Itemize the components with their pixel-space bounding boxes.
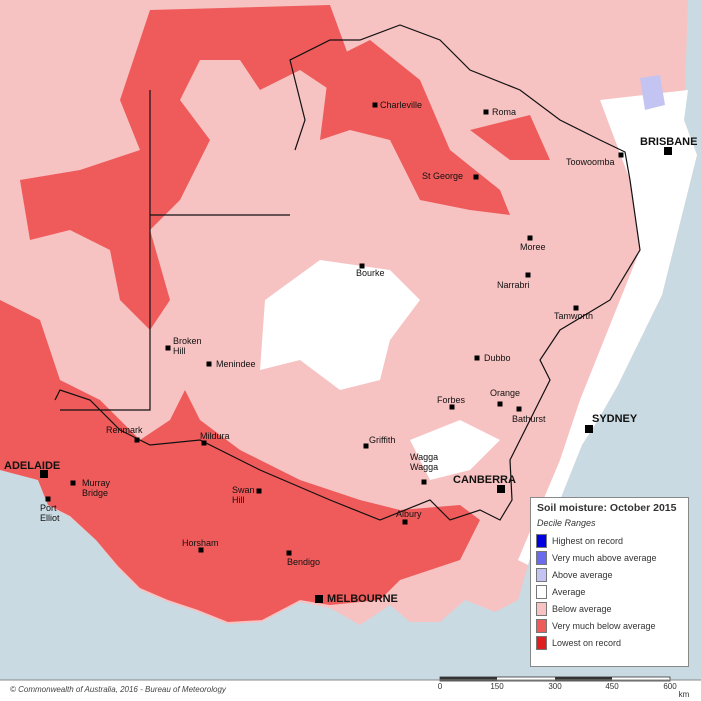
town-label: Tamworth	[554, 311, 594, 321]
scale-label: 0	[437, 682, 443, 691]
dry-region	[20, 5, 350, 330]
town-marker	[618, 152, 624, 158]
town-marker	[206, 361, 212, 367]
average-region	[410, 420, 500, 480]
legend-swatch	[536, 619, 547, 633]
scale-bar	[440, 677, 497, 681]
town-marker	[474, 355, 480, 361]
town-label: Murray Bridge	[82, 478, 111, 498]
town-marker	[585, 425, 593, 433]
dry-region	[470, 115, 550, 160]
town-marker	[372, 102, 378, 108]
town-label: Bathurst	[512, 414, 546, 424]
town-marker	[198, 547, 204, 553]
town-marker	[165, 345, 171, 351]
town-label: ADELAIDE	[4, 460, 61, 472]
town-label: Renmark	[106, 425, 143, 435]
legend-subtitle: Decile Ranges	[537, 518, 596, 528]
town-marker	[573, 305, 579, 311]
town-marker	[516, 406, 522, 412]
town-label: Menindee	[216, 359, 256, 369]
town-marker	[421, 479, 427, 485]
town-label: Broken Hill	[173, 336, 202, 356]
legend-label: Lowest on record	[552, 638, 622, 648]
town-marker	[40, 470, 48, 478]
legend-swatch	[536, 551, 547, 565]
town-marker	[402, 519, 408, 525]
town-label: BRISBANE	[640, 136, 698, 148]
town-label: Bendigo	[287, 557, 321, 567]
town-marker	[483, 109, 489, 115]
town-label: Wagga Wagga	[410, 452, 439, 472]
town-marker	[449, 404, 455, 410]
town-marker	[134, 437, 140, 443]
town-label: Orange	[490, 388, 521, 398]
legend-swatch	[536, 585, 547, 599]
scale-unit: km	[678, 690, 690, 699]
credit: © Commonwealth of Australia, 2016 - Bure…	[10, 685, 226, 694]
town-label: Roma	[492, 107, 517, 117]
town-label: Swan Hill	[232, 485, 255, 505]
town-label: Horsham	[182, 538, 219, 548]
town-marker	[315, 595, 323, 603]
town-label: CANBERRA	[453, 474, 516, 486]
town-label: Mildura	[200, 431, 230, 441]
town-label: Moree	[520, 242, 546, 252]
legend-label: Average	[552, 587, 586, 597]
town-marker	[664, 147, 672, 155]
town-marker	[525, 272, 531, 278]
legend-label: Highest on record	[552, 536, 624, 546]
town-marker	[473, 174, 479, 180]
average-region	[518, 90, 697, 565]
town-label: St George	[422, 171, 464, 181]
scale-label: 300	[548, 682, 562, 691]
town-marker	[286, 550, 292, 556]
wet-region	[640, 75, 665, 110]
average-region	[260, 260, 420, 390]
town-label: SYDNEY	[592, 413, 638, 425]
town-label: Albury	[396, 509, 422, 519]
town-marker	[363, 443, 369, 449]
town-marker	[45, 496, 51, 502]
town-label: Bourke	[356, 268, 385, 278]
town-marker	[359, 263, 365, 269]
legend-swatch	[536, 602, 547, 616]
dry-region	[0, 300, 480, 622]
town-label: Dubbo	[484, 353, 511, 363]
town-marker	[70, 480, 76, 486]
legend-swatch	[536, 568, 547, 582]
scale-label: 600	[663, 682, 677, 691]
legend-label: Above average	[552, 570, 613, 580]
legend: Soil moisture: October 2015 Decile Range…	[530, 497, 689, 667]
town-label: Toowoomba	[566, 157, 615, 167]
legend-label: Very much below average	[552, 621, 656, 631]
legend-swatch	[536, 636, 547, 650]
town-label: Charleville	[380, 100, 423, 110]
legend-label: Below average	[552, 604, 612, 614]
town-marker	[256, 488, 262, 494]
scale-label: 450	[605, 682, 619, 691]
legend-title: Soil moisture: October 2015	[537, 502, 677, 514]
town-label: Narrabri	[497, 280, 530, 290]
dry-region	[320, 40, 510, 215]
town-label: Forbes	[437, 395, 466, 405]
town-marker	[497, 401, 503, 407]
scale-label: 150	[490, 682, 504, 691]
town-marker	[527, 235, 533, 241]
town-label: Griffith	[369, 435, 396, 445]
legend-swatch	[536, 534, 547, 548]
town-marker	[201, 440, 207, 446]
town-label: Port Elliot	[40, 503, 60, 523]
town-label: MELBOURNE	[327, 593, 398, 605]
state-border	[54, 24, 641, 521]
legend-label: Very much above average	[552, 553, 657, 563]
town-marker	[497, 485, 505, 493]
scale-bar	[555, 677, 612, 681]
